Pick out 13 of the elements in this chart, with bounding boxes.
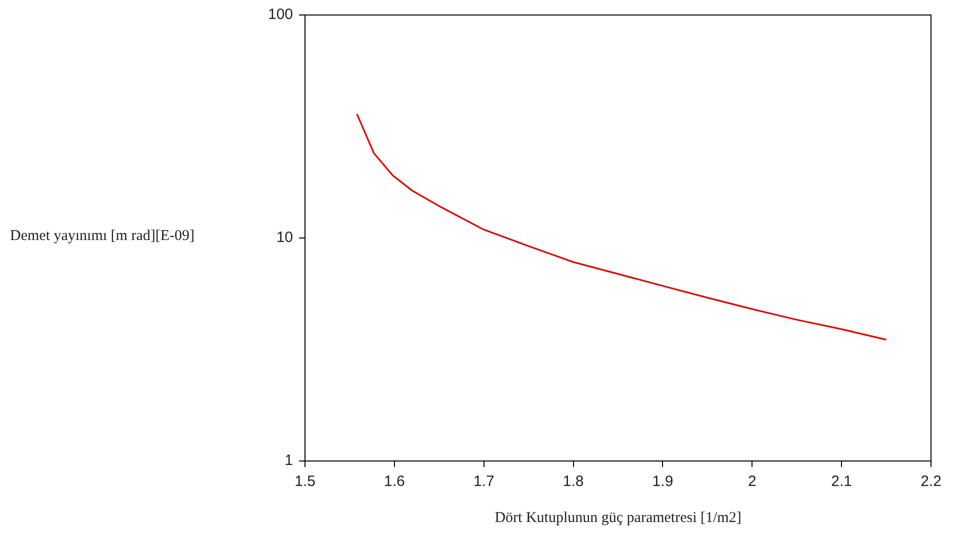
x-tick-label: 1.5 — [294, 473, 316, 490]
x-tick-label: 2 — [748, 473, 756, 490]
x-tick-label: 2.1 — [831, 473, 852, 490]
x-tick-label: 1.9 — [652, 473, 674, 490]
y-tick-label: 10 — [276, 229, 294, 246]
x-tick-label: 2.2 — [920, 473, 942, 490]
y-tick-label: 100 — [268, 6, 294, 24]
x-tick-label: 1.7 — [473, 473, 494, 490]
x-axis-title: Dört Kutuplunun güç parametresi [1/m2] — [494, 510, 742, 526]
x-tick-label: 1.6 — [384, 473, 405, 490]
x-tick-label: 1.8 — [562, 473, 584, 490]
y-tick-label: 1 — [284, 452, 294, 470]
y-axis-title: Demet yayınımı [m rad][E-09] — [10, 228, 195, 245]
